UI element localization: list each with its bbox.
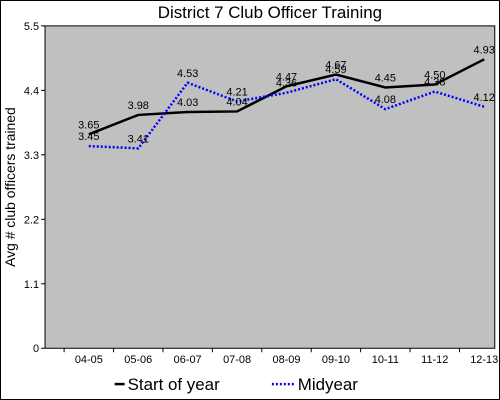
series-layer (88, 58, 485, 150)
y-axis: 0 1.1 2.2 3.3 4.4 5.5 (24, 21, 46, 355)
data-label: 4.08 (375, 94, 396, 106)
data-label: 4.50 (424, 70, 445, 82)
data-label: 4.67 (325, 60, 346, 72)
y-tick-label: 0 (33, 343, 39, 355)
x-tick-label: 12-13 (470, 354, 498, 366)
data-label: 4.04 (226, 96, 247, 108)
x-tick-label: 05-06 (124, 354, 152, 366)
data-label: 4.47 (276, 71, 297, 83)
data-label: 4.21 (226, 87, 247, 99)
y-tick-label: 2.2 (24, 214, 39, 226)
data-label: 4.53 (177, 68, 198, 80)
legend-label: Start of year (128, 375, 220, 394)
data-label: 3.98 (128, 100, 149, 112)
y-tick-label: 1.1 (24, 279, 39, 291)
x-tick-label: 04-05 (75, 354, 103, 366)
legend-label: Midyear (298, 375, 358, 394)
legend: Start of year Midyear (114, 375, 358, 394)
y-axis-label: Avg # club officers trained (2, 107, 18, 267)
y-tick-label: 3.3 (24, 150, 39, 162)
data-label: 3.41 (128, 133, 149, 145)
data-label: 3.65 (78, 119, 99, 131)
data-label: 4.93 (474, 44, 495, 56)
data-label: 4.38 (424, 77, 445, 89)
plot-area (44, 25, 496, 349)
y-tick-label: 5.5 (24, 21, 39, 33)
data-labels: 3.65 3.98 4.03 4.04 4.47 4.67 4.45 4.50 4.93 3.45… (78, 44, 495, 145)
series-line-1 (88, 77, 485, 150)
data-label: 4.36 (276, 78, 297, 90)
data-label: 4.45 (375, 72, 396, 84)
x-tick-label: 10-11 (372, 354, 399, 366)
x-tick-label: 11-12 (421, 354, 448, 366)
data-label: 3.45 (78, 131, 99, 143)
x-tick-label: 08-09 (273, 354, 301, 366)
chart-title: District 7 Club Officer Training (158, 3, 382, 22)
x-tick-label: 07-08 (223, 354, 251, 366)
data-label: 4.03 (177, 97, 198, 109)
data-label: 4.12 (474, 92, 495, 104)
x-tick-label: 06-07 (174, 354, 202, 366)
data-label: 4.59 (325, 64, 346, 76)
x-tick-label: 09-10 (322, 354, 350, 366)
x-axis: 04-05 05-06 06-07 07-08 08-09 09-10 10-11 11-12… (63, 348, 498, 366)
y-tick-label: 4.4 (24, 85, 39, 97)
